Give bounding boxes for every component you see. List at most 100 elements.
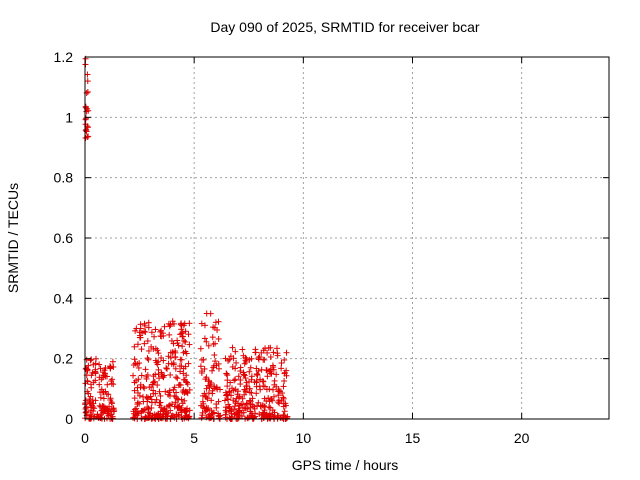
data-point bbox=[199, 409, 206, 416]
data-point bbox=[230, 397, 237, 404]
data-point bbox=[248, 389, 255, 396]
data-point bbox=[237, 377, 244, 384]
x-axis-title: GPS time / hours bbox=[292, 457, 399, 473]
data-point bbox=[226, 388, 233, 395]
data-point bbox=[174, 375, 181, 382]
data-point bbox=[86, 398, 93, 405]
data-points bbox=[82, 55, 291, 422]
data-point bbox=[182, 363, 189, 370]
data-point bbox=[136, 392, 143, 399]
data-point bbox=[242, 375, 249, 382]
data-point bbox=[168, 360, 175, 367]
data-point bbox=[271, 377, 278, 384]
data-point bbox=[158, 354, 165, 361]
data-point bbox=[261, 403, 268, 410]
data-point bbox=[96, 361, 103, 368]
data-point bbox=[167, 354, 174, 361]
data-point bbox=[167, 371, 174, 378]
data-point bbox=[253, 371, 260, 378]
data-point bbox=[100, 395, 107, 402]
data-point bbox=[97, 394, 104, 401]
data-point bbox=[226, 356, 233, 363]
data-point bbox=[142, 328, 149, 335]
data-point bbox=[134, 412, 141, 419]
y-tick-label: 0.4 bbox=[54, 290, 74, 306]
data-point bbox=[109, 358, 116, 365]
data-point bbox=[145, 319, 152, 326]
data-point bbox=[131, 395, 138, 402]
data-point bbox=[212, 319, 219, 326]
data-point bbox=[182, 328, 189, 335]
data-point bbox=[85, 362, 92, 369]
data-point bbox=[82, 409, 89, 416]
data-point bbox=[108, 411, 115, 418]
data-point bbox=[100, 403, 107, 410]
data-point bbox=[244, 415, 251, 422]
data-point bbox=[175, 396, 182, 403]
data-point bbox=[280, 383, 287, 390]
data-point bbox=[263, 367, 270, 374]
data-point bbox=[243, 379, 250, 386]
data-point bbox=[107, 364, 114, 371]
data-point bbox=[229, 363, 236, 370]
y-tick-label: 0.2 bbox=[54, 351, 74, 367]
data-point bbox=[279, 390, 286, 397]
data-point bbox=[209, 334, 216, 341]
data-point bbox=[141, 385, 148, 392]
data-point bbox=[145, 347, 152, 354]
data-point bbox=[163, 365, 170, 372]
data-point bbox=[82, 397, 89, 404]
data-point bbox=[176, 362, 183, 369]
data-point bbox=[203, 385, 210, 392]
data-point bbox=[145, 414, 152, 421]
data-point bbox=[96, 402, 103, 409]
data-point bbox=[174, 395, 181, 402]
data-point bbox=[239, 346, 246, 353]
data-point bbox=[255, 399, 262, 406]
data-point bbox=[151, 333, 158, 340]
data-point bbox=[255, 354, 262, 361]
data-point bbox=[164, 365, 171, 372]
data-point bbox=[185, 360, 192, 367]
data-point bbox=[181, 337, 188, 344]
data-point bbox=[131, 410, 138, 417]
data-point bbox=[257, 376, 264, 383]
data-point bbox=[134, 341, 141, 348]
data-point bbox=[172, 348, 179, 355]
chart-title: Day 090 of 2025, SRMTID for receiver bca… bbox=[210, 19, 480, 35]
data-point bbox=[107, 395, 114, 402]
data-point bbox=[213, 362, 220, 369]
data-point bbox=[238, 401, 245, 408]
data-point bbox=[273, 345, 280, 352]
data-point bbox=[89, 397, 96, 404]
data-point bbox=[258, 366, 265, 373]
data-point bbox=[137, 334, 144, 341]
data-point bbox=[153, 396, 160, 403]
grid-lines bbox=[85, 57, 609, 419]
data-point bbox=[199, 392, 206, 399]
data-point bbox=[203, 407, 210, 414]
data-point bbox=[136, 400, 143, 407]
x-tick-labels: 0 5 10 15 20 bbox=[81, 430, 530, 446]
data-point bbox=[134, 361, 141, 368]
data-point bbox=[200, 404, 207, 411]
data-point bbox=[252, 349, 259, 356]
data-point bbox=[98, 386, 105, 393]
data-point bbox=[155, 366, 162, 373]
data-point bbox=[155, 350, 162, 357]
data-point bbox=[227, 408, 234, 415]
x-tick-label: 20 bbox=[514, 430, 530, 446]
data-point bbox=[260, 356, 267, 363]
data-point bbox=[212, 358, 219, 365]
data-point bbox=[270, 366, 277, 373]
data-point bbox=[234, 388, 241, 395]
data-point bbox=[143, 373, 150, 380]
data-point bbox=[206, 378, 213, 385]
data-point bbox=[241, 391, 248, 398]
data-point bbox=[181, 390, 188, 397]
data-point bbox=[198, 414, 205, 421]
data-point bbox=[96, 381, 103, 388]
data-point bbox=[151, 411, 158, 418]
data-point bbox=[251, 405, 258, 412]
data-point bbox=[137, 325, 144, 332]
